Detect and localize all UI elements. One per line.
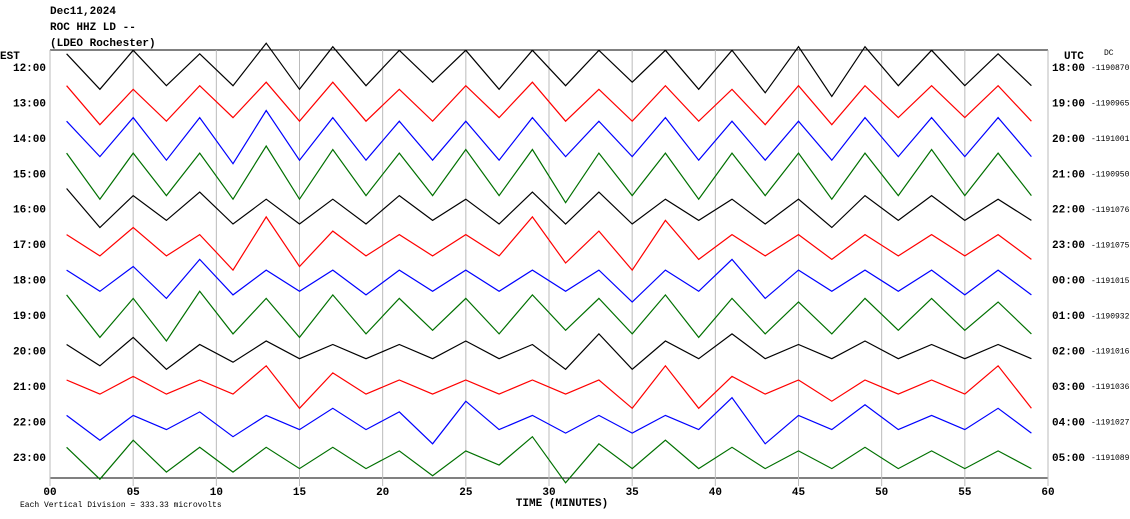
trace bbox=[66, 144, 1032, 204]
est-label: 16:00 bbox=[13, 205, 46, 217]
dc-value: -1191036 bbox=[1091, 383, 1130, 392]
dc-value: -1190932 bbox=[1091, 312, 1130, 321]
trace bbox=[66, 258, 1032, 303]
est-label: 18:00 bbox=[13, 276, 46, 288]
trace bbox=[66, 396, 1032, 445]
x-tick-label: 35 bbox=[626, 487, 640, 499]
trace bbox=[66, 81, 1032, 126]
utc-label: 00:00 bbox=[1052, 276, 1085, 288]
right-axis-label: UTC bbox=[1064, 51, 1084, 63]
utc-label: 19:00 bbox=[1052, 98, 1085, 110]
footer: Each Vertical Division = 333.33 microvol… bbox=[20, 501, 222, 510]
dc-value: -1190965 bbox=[1091, 100, 1130, 109]
utc-label: 18:00 bbox=[1052, 63, 1085, 75]
utc-label: 01:00 bbox=[1052, 311, 1085, 323]
utc-label: 21:00 bbox=[1052, 169, 1085, 181]
utc-label: 02:00 bbox=[1052, 347, 1085, 359]
dc-value: -1191075 bbox=[1091, 241, 1130, 250]
x-tick-label: 00 bbox=[43, 487, 56, 499]
utc-label: 22:00 bbox=[1052, 205, 1085, 217]
utc-label: 03:00 bbox=[1052, 382, 1085, 394]
x-tick-label: 25 bbox=[459, 487, 473, 499]
x-tick-label: 60 bbox=[1041, 487, 1054, 499]
est-label: 15:00 bbox=[13, 169, 46, 181]
trace bbox=[66, 333, 1032, 371]
x-tick-label: 10 bbox=[210, 487, 223, 499]
utc-label: 04:00 bbox=[1052, 417, 1085, 429]
utc-label: 20:00 bbox=[1052, 134, 1085, 146]
utc-label: 23:00 bbox=[1052, 240, 1085, 252]
trace bbox=[66, 188, 1032, 229]
est-label: 22:00 bbox=[13, 417, 46, 429]
x-tick-label: 40 bbox=[709, 487, 722, 499]
x-tick-label: 45 bbox=[792, 487, 806, 499]
dc-value: -1191016 bbox=[1091, 348, 1130, 357]
dc-value: -1191076 bbox=[1091, 206, 1130, 215]
dc-value: -1190870 bbox=[1091, 64, 1130, 73]
x-tick-label: 30 bbox=[542, 487, 555, 499]
x-tick-label: 15 bbox=[293, 487, 307, 499]
est-label: 23:00 bbox=[13, 453, 46, 465]
x-tick-label: 50 bbox=[875, 487, 888, 499]
left-axis-label: EST bbox=[0, 51, 20, 63]
trace bbox=[66, 435, 1032, 484]
est-label: 21:00 bbox=[13, 382, 46, 394]
trace bbox=[66, 42, 1032, 98]
trace bbox=[66, 215, 1032, 272]
trace bbox=[66, 290, 1032, 343]
dc-value: -1191089 bbox=[1091, 454, 1130, 463]
est-label: 17:00 bbox=[13, 240, 46, 252]
est-label: 19:00 bbox=[13, 311, 46, 323]
est-label: 20:00 bbox=[13, 347, 46, 359]
dc-label: DC bbox=[1104, 49, 1114, 58]
est-label: 14:00 bbox=[13, 134, 46, 146]
dc-value: -1191027 bbox=[1091, 419, 1130, 428]
utc-label: 05:00 bbox=[1052, 453, 1085, 465]
trace bbox=[66, 364, 1032, 410]
header-station: ROC HHZ LD -- bbox=[50, 22, 136, 34]
x-tick-label: 55 bbox=[958, 487, 972, 499]
header-date: Dec11,2024 bbox=[50, 6, 116, 18]
header-network: (LDEO Rochester) bbox=[50, 38, 156, 50]
est-label: 12:00 bbox=[13, 63, 46, 75]
dc-value: -1191015 bbox=[1091, 277, 1130, 286]
dc-value: -1190950 bbox=[1091, 170, 1130, 179]
est-label: 13:00 bbox=[13, 98, 46, 110]
x-tick-label: 20 bbox=[376, 487, 389, 499]
x-tick-label: 05 bbox=[127, 487, 141, 499]
dc-value: -1191001 bbox=[1091, 135, 1130, 144]
x-axis-label: TIME (MINUTES) bbox=[516, 498, 608, 510]
trace bbox=[66, 109, 1032, 165]
